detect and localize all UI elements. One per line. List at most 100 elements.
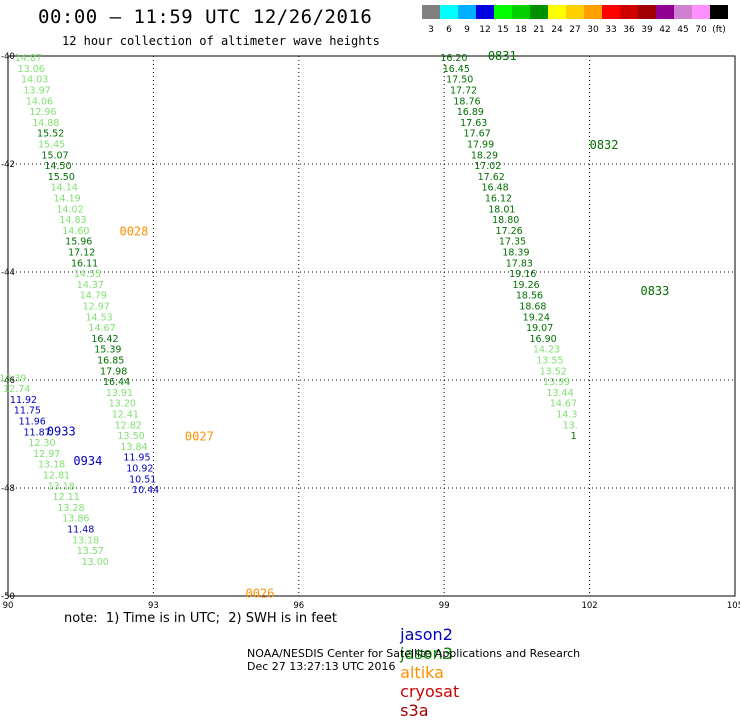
swh-value: 18.29 (471, 150, 498, 161)
swh-value: 19.07 (526, 323, 553, 334)
swh-value: 16.85 (97, 355, 124, 366)
legend-s3a: s3a (400, 701, 429, 720)
y-tick-label: -46 (1, 376, 15, 386)
scale-label: 15 (497, 25, 508, 35)
pass-time-label: 0832 (590, 138, 619, 152)
swh-value: 13.99 (543, 377, 570, 388)
swh-value: 13.18 (38, 460, 65, 471)
swh-value: 10.44 (132, 485, 159, 496)
swh-value: 17.72 (450, 85, 477, 96)
swh-value: 11.87 (23, 427, 50, 438)
swh-value: 17.67 (464, 129, 491, 140)
x-tick-label: 102 (581, 601, 597, 611)
swh-value: 13.52 (540, 366, 567, 377)
swh-value: 11.92 (10, 395, 37, 406)
swh-value: 12.96 (29, 107, 56, 118)
scale-label: 24 (551, 25, 563, 35)
swh-value: 14.83 (59, 215, 86, 226)
swh-value: 16.44 (103, 377, 130, 388)
swh-value: 15.45 (38, 139, 65, 150)
swh-value: 14.60 (62, 226, 89, 237)
swh-value: 17.26 (496, 226, 523, 237)
swh-value: 13.97 (23, 85, 50, 96)
pass-time-label: 0027 (185, 430, 214, 444)
y-tick-label: -48 (1, 484, 15, 494)
swh-value: 13.20 (109, 399, 136, 410)
scale-label: 27 (569, 25, 580, 35)
scale-label: 12 (479, 25, 490, 35)
scale-swatch (494, 5, 512, 19)
scale-swatch (530, 5, 548, 19)
swh-value: 17.02 (474, 161, 501, 172)
footer-center: NOAA/NESDIS Center for Satellite Applica… (247, 647, 581, 660)
swh-value: 14.3 (556, 409, 577, 420)
scale-swatch (656, 5, 674, 19)
swh-value: 12.41 (112, 409, 139, 420)
swh-value: 16.20 (440, 53, 467, 64)
scale-label: (ft) (712, 25, 726, 35)
swh-value: 14.87 (15, 53, 42, 64)
scale-label: 3 (428, 25, 434, 35)
swh-value: 14.50 (44, 161, 71, 172)
swh-value: 13.39 (0, 373, 26, 384)
swh-value: 16.12 (485, 193, 512, 204)
swh-value: 14.06 (26, 96, 53, 107)
scale-label: 30 (587, 25, 599, 35)
scale-label: 45 (677, 25, 688, 35)
scale-swatch (566, 5, 584, 19)
x-tick-label: 96 (293, 601, 304, 611)
scale-swatch (458, 5, 476, 19)
swh-value: 10.92 (126, 463, 153, 474)
swh-value: 13.57 (77, 546, 104, 557)
swh-value: 16.89 (457, 107, 484, 118)
scale-swatch (512, 5, 530, 19)
chart-subtitle: 12 hour collection of altimeter wave hei… (62, 34, 380, 48)
swh-value: 16.90 (529, 334, 556, 345)
chart-title: 00:00 – 11:59 UTC 12/26/2016 (38, 6, 373, 28)
swh-value: 19.16 (509, 269, 536, 280)
swh-value: 12.81 (43, 471, 70, 482)
swh-value: 18.01 (488, 204, 515, 215)
pass-time-label: 0934 (73, 454, 102, 468)
swh-value: 15.39 (94, 345, 121, 356)
scale-swatch (692, 5, 710, 19)
scale-label: 39 (641, 25, 653, 35)
swh-value: 17.98 (100, 366, 127, 377)
swh-value: 14.55 (74, 269, 101, 280)
scale-label: 6 (446, 25, 452, 35)
swh-value: 15.07 (41, 150, 68, 161)
swh-value: 16.48 (481, 183, 508, 194)
altimeter-plot: 90939699102105-40-42-44-46-48-5014.8713.… (0, 49, 740, 611)
swh-value: 12.97 (83, 301, 110, 312)
scale-swatch (620, 5, 638, 19)
swh-value: 17.12 (68, 247, 95, 258)
pass-time-label: 0933 (47, 424, 76, 438)
swh-value: 14.03 (21, 75, 48, 86)
scale-label: 21 (533, 25, 544, 35)
swh-value: 14.67 (550, 399, 577, 410)
swh-value: 17.99 (467, 139, 494, 150)
scale-label: 42 (659, 25, 670, 35)
swh-value: 17.83 (506, 258, 533, 269)
swh-value: 13.84 (120, 442, 147, 453)
units-note: note: 1) Time is in UTC; 2) SWH is in fe… (64, 611, 337, 626)
swh-value: 18.68 (519, 301, 546, 312)
scale-swatch (422, 5, 440, 19)
swh-value: 14.14 (51, 183, 78, 194)
swh-value: 15.96 (65, 237, 92, 248)
swh-value: 14.88 (32, 118, 59, 129)
swh-value: 14.37 (77, 280, 104, 291)
swh-value: 13. (563, 420, 578, 431)
swh-value: 14.53 (86, 312, 113, 323)
x-tick-label: 93 (148, 601, 159, 611)
swh-value: 14.23 (533, 345, 560, 356)
scale-label: 18 (515, 25, 527, 35)
swh-value: 13.44 (546, 388, 573, 399)
swh-value: 16.11 (71, 258, 98, 269)
swh-value: 18.39 (502, 247, 529, 258)
swh-value: 1 (571, 431, 577, 442)
swh-value: 18.80 (492, 215, 519, 226)
swh-value: 13.91 (106, 388, 133, 399)
x-tick-label: 99 (439, 601, 450, 611)
pass-time-label: 0026 (245, 586, 274, 600)
